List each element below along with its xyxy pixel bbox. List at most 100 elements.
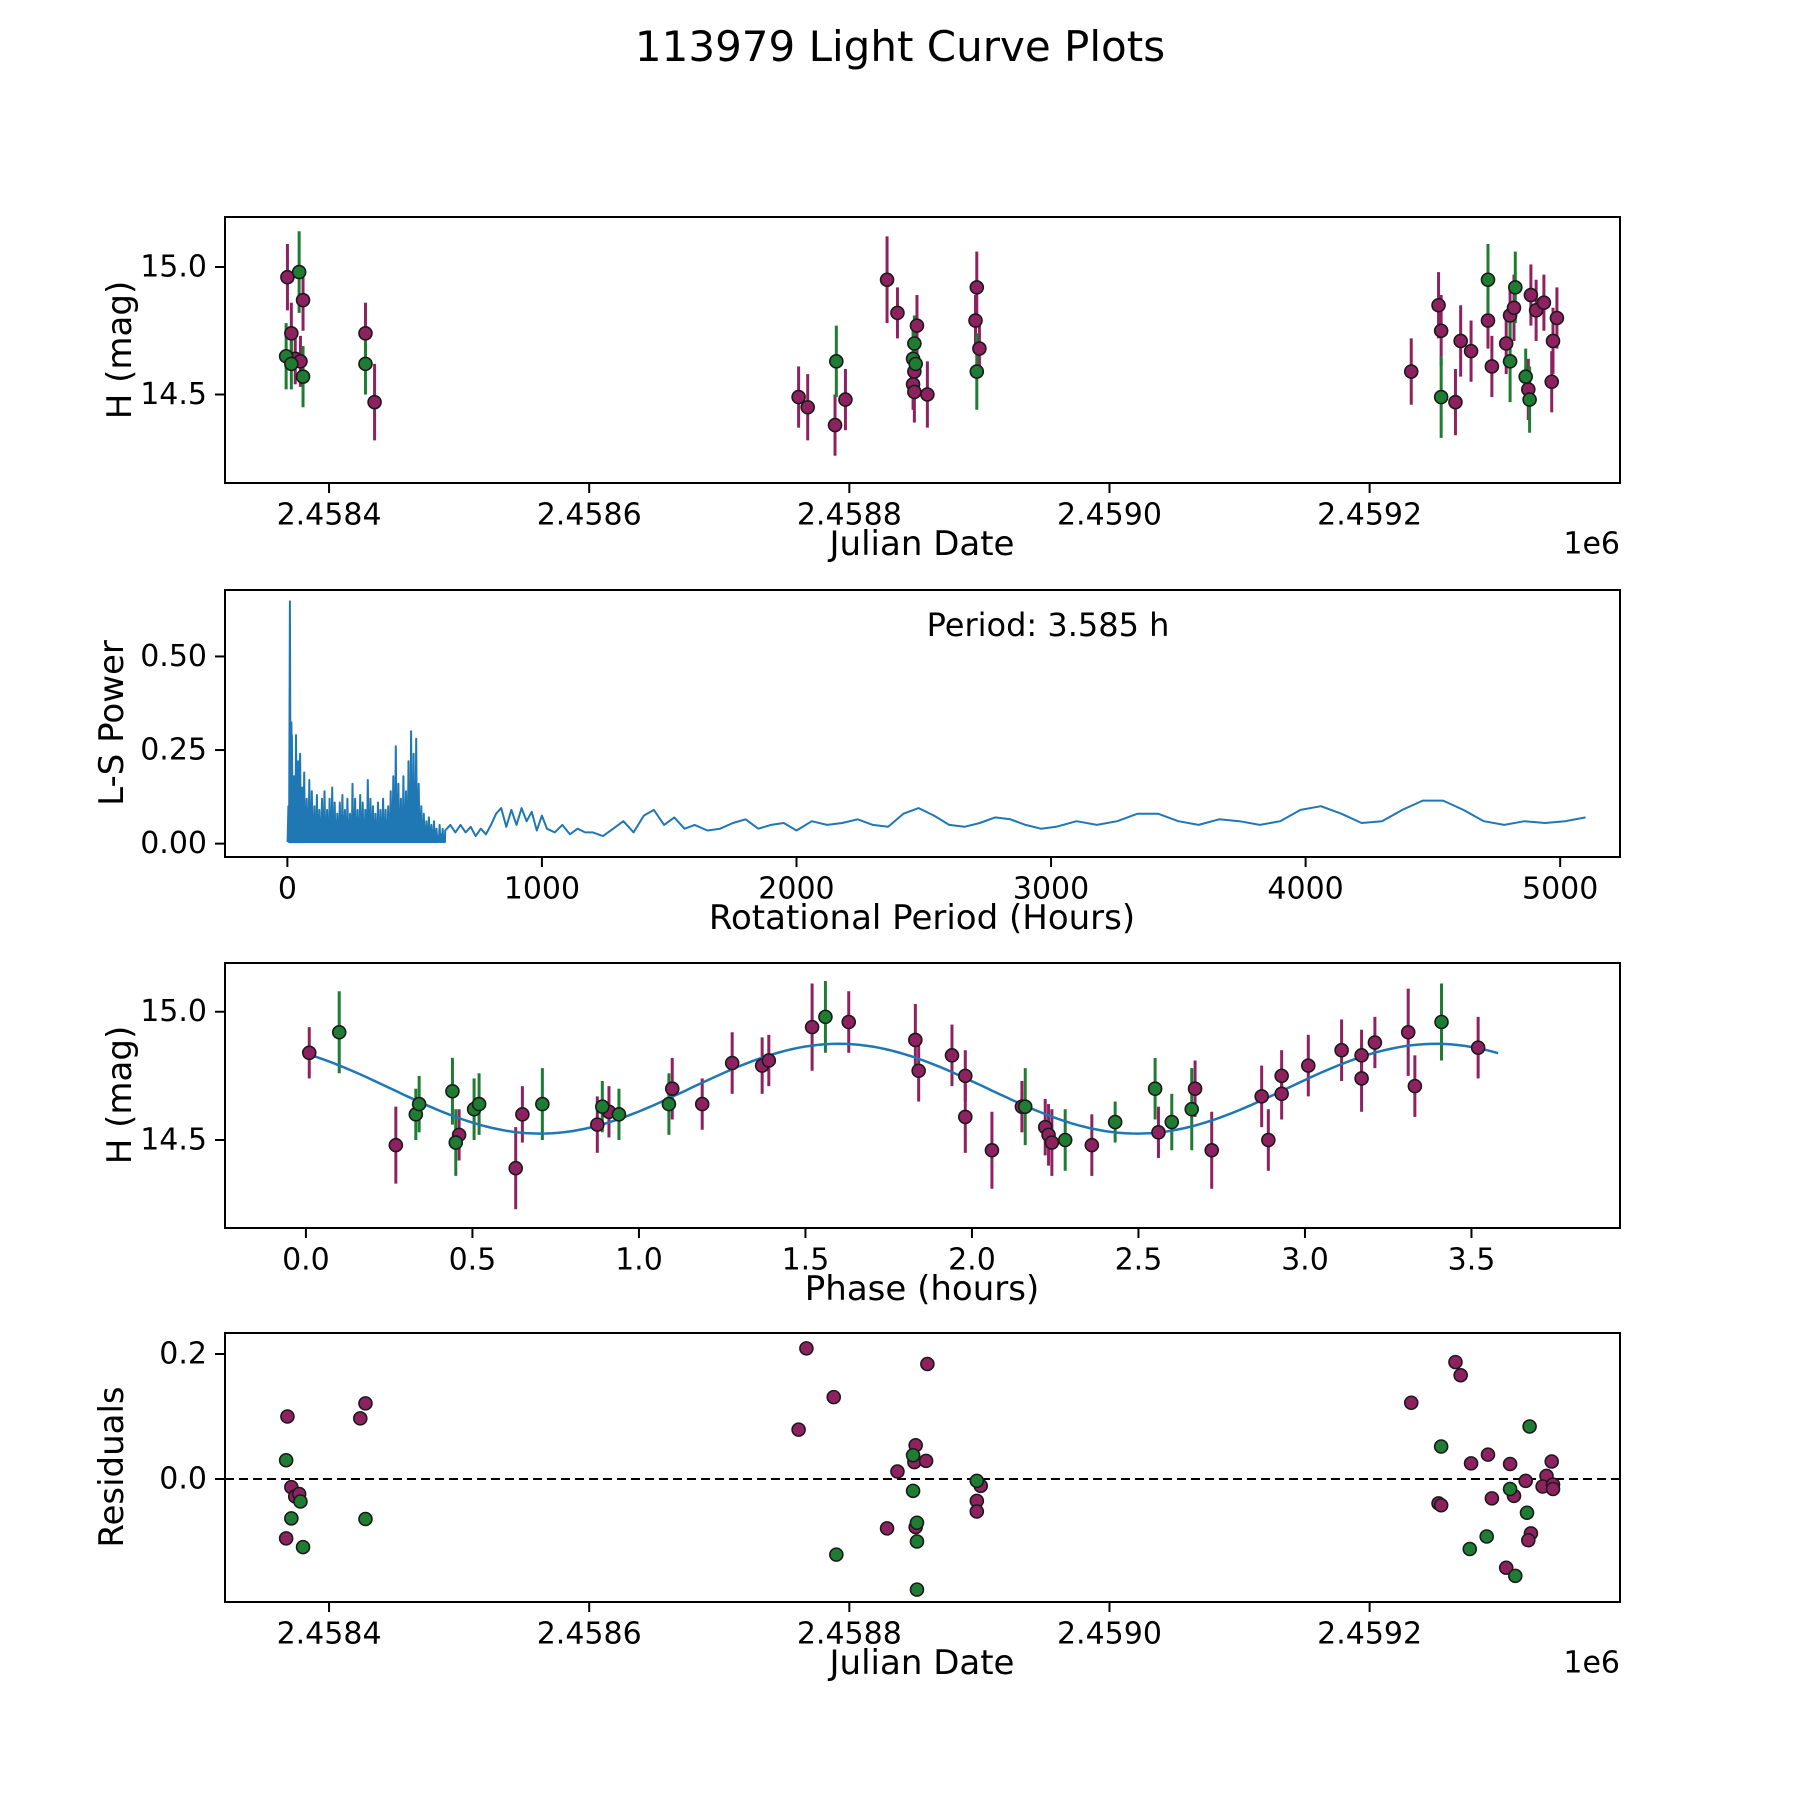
data-point	[1354, 1048, 1369, 1063]
data-point	[1431, 297, 1446, 313]
data-point	[358, 1396, 373, 1411]
data-point	[1261, 1132, 1276, 1148]
x-tick-label: 2.4592	[1317, 1617, 1422, 1652]
data-point	[664, 1081, 680, 1097]
data-point	[1164, 1114, 1180, 1130]
x-tick-label: 2.4584	[277, 1617, 382, 1652]
data-point	[1334, 1042, 1349, 1058]
data-point	[331, 1024, 347, 1040]
data-point	[826, 1389, 842, 1405]
data-point	[358, 325, 373, 341]
data-point	[908, 1032, 923, 1048]
data-point	[1545, 333, 1561, 349]
data-point	[352, 1411, 368, 1426]
data-point	[284, 325, 299, 341]
data-point	[411, 1096, 427, 1112]
data-point	[1107, 1114, 1123, 1130]
x-tick-label: 0.0	[282, 1243, 330, 1278]
observations-a-markers	[280, 269, 1565, 433]
data-point	[293, 1494, 308, 1509]
data-point	[611, 1107, 627, 1122]
data-point	[1544, 374, 1560, 390]
data-point	[278, 1531, 294, 1546]
data-point	[890, 305, 905, 321]
x-tick-label: 2.4590	[1057, 498, 1162, 533]
data-point	[957, 1109, 973, 1125]
data-point	[1151, 1125, 1166, 1140]
data-point	[1522, 1419, 1537, 1434]
data-point	[295, 369, 311, 384]
data-point	[661, 1096, 677, 1112]
data-point	[1545, 1481, 1561, 1497]
x-tick-label: 2.4588	[797, 498, 902, 533]
x-tick-label: 1.5	[782, 1243, 830, 1278]
data-point	[972, 341, 987, 356]
data-point	[1187, 1081, 1203, 1097]
data-point	[358, 356, 373, 372]
data-point	[1433, 1439, 1449, 1454]
data-point	[827, 417, 843, 433]
x-tick-label: 1000	[504, 872, 580, 907]
data-point	[535, 1096, 550, 1112]
residuals-ticks: 2.4584 2.4586 2.4588 2.4590 2.4592 0.2 0.0	[159, 1337, 1422, 1652]
periodogram-panel: 0 1000 2000 3000 4000 5000 0.50 0.25 0.00	[140, 589, 1621, 907]
x-tick-label: 2.4588	[797, 1617, 902, 1652]
data-point	[1480, 313, 1496, 328]
data-point	[1507, 1568, 1523, 1584]
x-tick-label: 4000	[1267, 872, 1343, 907]
data-point	[908, 356, 923, 372]
data-point	[800, 399, 816, 415]
data-point	[1544, 1454, 1560, 1469]
lightcurve-x-axis-label: Julian Date	[829, 524, 1015, 564]
data-point	[1479, 1529, 1494, 1544]
plot-frame	[224, 216, 1621, 484]
data-point	[957, 1068, 973, 1084]
data-point	[1463, 1456, 1479, 1471]
y-tick-label: 14.5	[140, 1123, 207, 1158]
data-point	[909, 318, 925, 333]
data-point	[295, 1539, 311, 1555]
residuals-y-axis-label: Residuals	[92, 1386, 132, 1548]
data-point	[367, 394, 382, 410]
data-point	[445, 1083, 460, 1099]
phased-light-curve-panel: 0.0 0.5 1.0 1.5 2.0 2.5 3.0 3.5 15.0 14.5	[140, 962, 1621, 1278]
light-curve-panel: 2.4584 2.4586 2.4588 2.4590 2.4592 15.0 14.5	[140, 216, 1621, 533]
data-point	[1254, 1089, 1269, 1104]
x-tick-label: 3.0	[1281, 1243, 1329, 1278]
data-point	[1017, 1099, 1033, 1114]
data-point	[1354, 1071, 1369, 1086]
data-point	[1523, 287, 1539, 303]
x-tick-label: 2.4590	[1057, 1617, 1162, 1652]
y-tick-label: 0.25	[140, 733, 207, 768]
x-tick-label: 3.5	[1448, 1243, 1496, 1278]
x-tick-label: 2.4592	[1317, 498, 1422, 533]
data-point	[969, 364, 985, 379]
data-point	[1502, 1456, 1518, 1472]
data-point	[1536, 295, 1552, 310]
data-point	[1518, 369, 1533, 384]
phased-light-curve-ticks: 0.0 0.5 1.0 1.5 2.0 2.5 3.0 3.5 15.0 14.5	[140, 994, 1495, 1277]
data-point	[1403, 1395, 1419, 1411]
y-tick-label: 14.5	[140, 377, 207, 412]
data-point	[515, 1107, 530, 1122]
data-point	[1434, 1014, 1449, 1030]
data-point	[1521, 1532, 1536, 1548]
data-point	[890, 1464, 905, 1479]
x-tick-label: 0	[278, 872, 297, 907]
data-point	[590, 1117, 605, 1132]
data-point	[944, 1048, 960, 1063]
data-point	[969, 1473, 985, 1489]
data-point	[1057, 1132, 1073, 1148]
data-point	[838, 392, 853, 407]
data-point	[969, 280, 985, 295]
y-tick-label: 15.0	[140, 249, 207, 284]
x-tick-label: 1.0	[615, 1243, 663, 1278]
plot-frame	[224, 589, 1621, 858]
x-tick-label: 3000	[1013, 872, 1089, 907]
data-point	[448, 1135, 464, 1150]
data-point	[595, 1099, 610, 1114]
data-point	[1448, 1354, 1463, 1370]
y-tick-label: 15.0	[140, 994, 207, 1029]
